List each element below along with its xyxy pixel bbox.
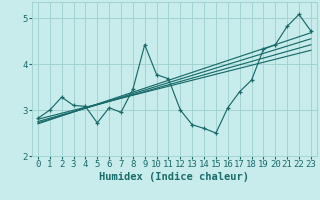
X-axis label: Humidex (Indice chaleur): Humidex (Indice chaleur) [100, 172, 249, 182]
